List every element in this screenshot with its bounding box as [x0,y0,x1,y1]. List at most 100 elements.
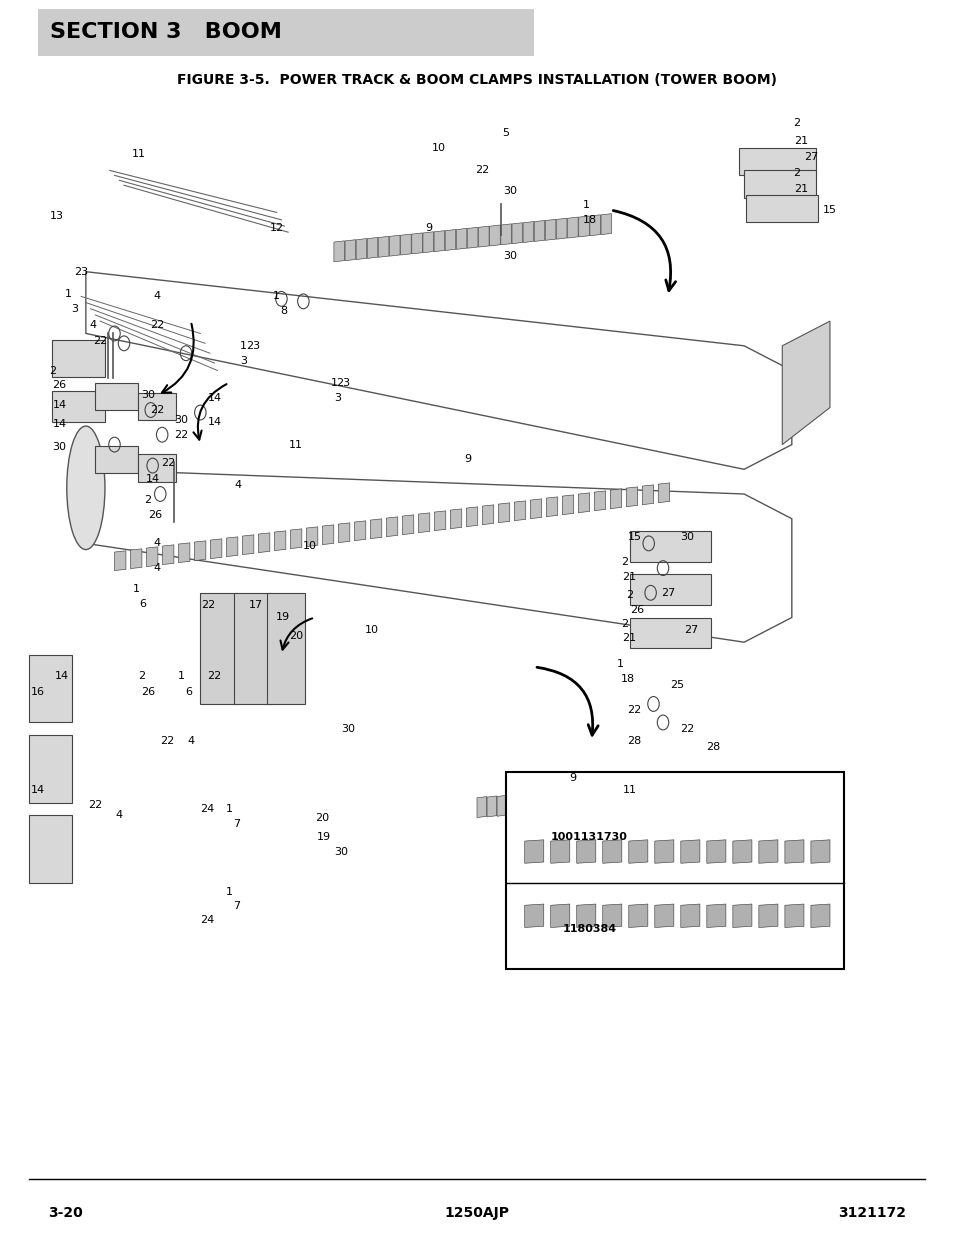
Text: 22: 22 [174,430,188,440]
Polygon shape [489,225,499,246]
Polygon shape [147,547,158,567]
Polygon shape [758,840,777,863]
Text: 3121172: 3121172 [838,1205,905,1220]
Text: 22: 22 [160,736,173,746]
Polygon shape [628,840,647,863]
Polygon shape [178,543,190,563]
Text: 19: 19 [317,832,331,842]
Text: 27: 27 [684,625,698,635]
Polygon shape [784,904,803,927]
Bar [739,148,815,175]
Text: 30: 30 [341,724,355,734]
Text: 26: 26 [52,380,66,390]
Bar [95,446,138,473]
Text: 6: 6 [185,687,193,697]
Text: 4: 4 [234,480,242,490]
Polygon shape [550,904,569,927]
Polygon shape [497,795,506,816]
Text: 20: 20 [289,631,302,641]
Text: 28: 28 [706,742,720,752]
Text: 2: 2 [620,619,628,629]
Polygon shape [561,495,573,515]
Polygon shape [602,840,621,863]
Text: 22: 22 [151,320,164,330]
Text: 1: 1 [65,289,72,299]
Text: 2: 2 [49,366,56,375]
Text: 20: 20 [315,813,329,823]
Bar [505,772,843,969]
Polygon shape [386,516,397,536]
Polygon shape [537,793,546,814]
Text: 1: 1 [582,200,590,210]
Bar [29,815,71,883]
Polygon shape [445,230,456,251]
Text: 21: 21 [794,136,807,146]
Polygon shape [610,489,621,509]
Polygon shape [306,527,317,547]
Text: 28: 28 [627,736,640,746]
Bar [200,593,238,704]
Text: 30: 30 [174,415,188,425]
Polygon shape [466,506,477,526]
FancyArrowPatch shape [193,384,226,440]
Text: 2: 2 [625,590,633,600]
Text: 25: 25 [670,680,683,690]
Text: 1: 1 [225,804,233,814]
Text: 22: 22 [208,671,221,680]
Bar [233,593,272,704]
Polygon shape [784,840,803,863]
Polygon shape [594,490,605,510]
Text: 14: 14 [55,671,69,680]
Polygon shape [482,505,494,525]
Bar [267,593,305,704]
Text: 1: 1 [225,887,233,897]
Text: 9: 9 [425,224,433,233]
Polygon shape [514,501,525,521]
Text: 24: 24 [200,804,213,814]
Polygon shape [607,788,617,809]
Text: 1180384: 1180384 [562,924,616,934]
Polygon shape [567,790,577,811]
Text: 1: 1 [330,378,337,388]
Text: 23: 23 [336,378,350,388]
Polygon shape [367,237,377,258]
Text: 27: 27 [803,152,817,162]
Polygon shape [647,785,657,806]
FancyBboxPatch shape [38,9,534,56]
Text: 30: 30 [503,186,517,196]
Bar [138,393,176,420]
Polygon shape [370,519,381,538]
Polygon shape [524,904,543,927]
Polygon shape [706,840,725,863]
Bar [745,195,817,222]
Text: 14: 14 [208,417,221,427]
Polygon shape [810,840,829,863]
Polygon shape [290,529,301,548]
Polygon shape [547,792,557,813]
Bar [52,340,105,377]
Polygon shape [602,904,621,927]
Text: 1: 1 [177,671,185,680]
Text: 21: 21 [794,184,807,194]
Text: 4: 4 [153,563,161,573]
Polygon shape [450,509,461,529]
Polygon shape [274,531,286,551]
Text: 22: 22 [679,724,693,734]
Text: 23: 23 [246,341,259,351]
Polygon shape [567,217,578,238]
Text: 2: 2 [792,168,800,178]
Text: 1: 1 [132,584,140,594]
Text: 17: 17 [249,600,262,610]
Bar [629,574,710,605]
Polygon shape [114,551,126,571]
Polygon shape [434,511,445,531]
Text: 4: 4 [153,538,161,548]
Polygon shape [418,513,430,532]
Polygon shape [524,840,543,863]
Text: 30: 30 [52,442,66,452]
Polygon shape [354,521,365,541]
FancyArrowPatch shape [280,619,312,650]
Polygon shape [497,503,509,522]
Polygon shape [654,904,673,927]
Polygon shape [556,219,566,240]
